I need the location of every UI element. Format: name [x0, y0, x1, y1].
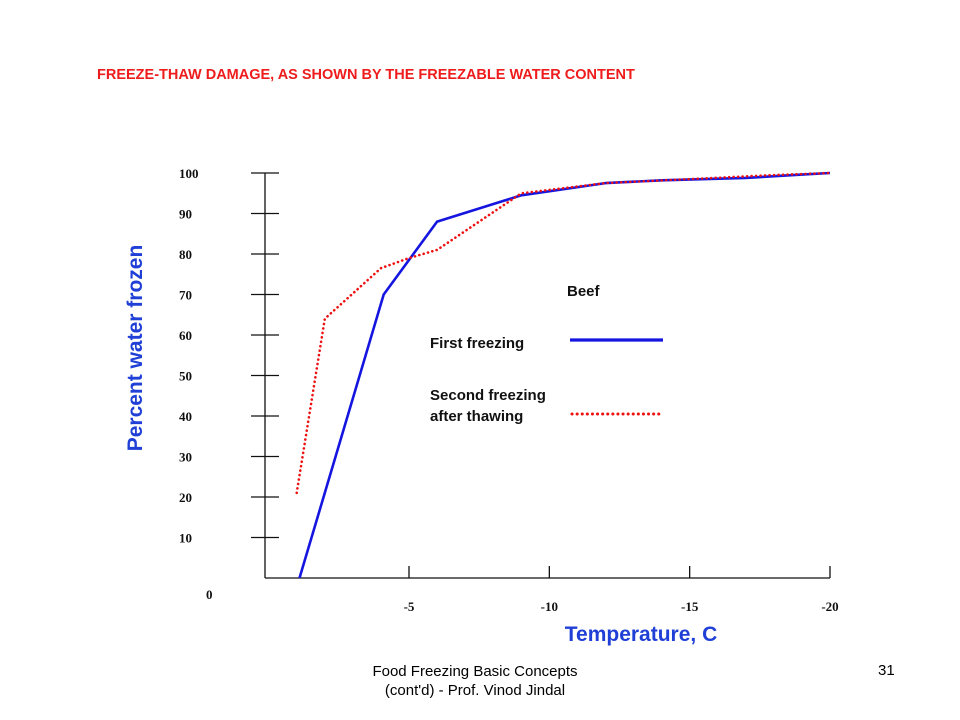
legend-label-second-line: after thawing — [430, 408, 523, 425]
y-tick-label: 70 — [179, 288, 192, 303]
series-first-freezing-line — [298, 171, 831, 579]
legend-title: Beef — [567, 283, 601, 300]
x-tick-label: -15 — [681, 599, 699, 614]
x-tick-label: -10 — [541, 599, 558, 614]
y-axis-title: Percent water frozen — [124, 245, 147, 452]
legend-label-second-freezing: Second freezing after thawing — [430, 387, 546, 425]
plot-series — [295, 171, 832, 579]
y-tick-label: 10 — [179, 531, 192, 546]
y-tick-label: 100 — [179, 166, 199, 181]
x-tick-label: -20 — [821, 599, 838, 614]
y-tick-label: 90 — [179, 207, 192, 222]
y-tick-label: 80 — [179, 247, 192, 262]
footer-line-1: Food Freezing Basic Concepts — [372, 663, 578, 680]
y-tick-label: 50 — [179, 369, 192, 384]
x-axis-title: Temperature, C — [565, 623, 718, 646]
y-axis: 0 10 20 30 40 50 60 70 80 90 100 — [179, 166, 279, 602]
legend-label-second-line: Second freezing — [430, 387, 546, 404]
y-tick-label: 30 — [179, 450, 192, 465]
x-axis: -5 -10 -15 -20 — [265, 566, 839, 614]
footer-line-2: (cont'd) - Prof. Vinod Jindal — [384, 682, 566, 699]
legend: Beef First freezing Second freezing after… — [430, 283, 663, 425]
series-second-freezing-line — [295, 171, 832, 495]
y-tick-label: 40 — [179, 409, 192, 424]
chart-title: FREEZE-THAW DAMAGE, AS SHOWN BY THE FREE… — [97, 67, 635, 83]
slide-number: 31 — [878, 662, 895, 679]
slide-footer: Food Freezing Basic Concepts (cont'd) - … — [325, 662, 625, 700]
x-tick-label: -5 — [404, 599, 415, 614]
y-tick-label: 60 — [179, 328, 192, 343]
y-tick-label: 0 — [206, 587, 213, 602]
legend-label-first-freezing: First freezing — [430, 335, 524, 352]
y-tick-label: 20 — [179, 490, 192, 505]
